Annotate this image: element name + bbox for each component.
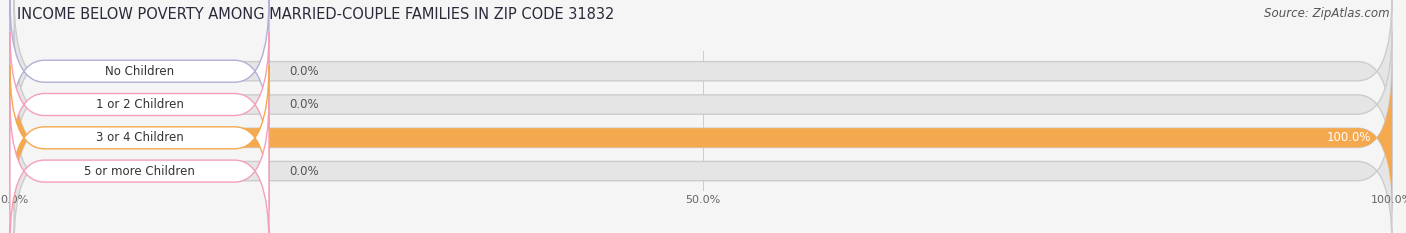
- FancyBboxPatch shape: [14, 64, 1392, 211]
- FancyBboxPatch shape: [14, 98, 1392, 233]
- FancyBboxPatch shape: [10, 0, 269, 144]
- Text: 0.0%: 0.0%: [290, 98, 319, 111]
- FancyBboxPatch shape: [10, 99, 269, 233]
- Text: Source: ZipAtlas.com: Source: ZipAtlas.com: [1264, 7, 1389, 20]
- Text: 0.0%: 0.0%: [290, 164, 319, 178]
- FancyBboxPatch shape: [10, 32, 269, 177]
- Text: 1 or 2 Children: 1 or 2 Children: [96, 98, 183, 111]
- FancyBboxPatch shape: [14, 64, 1392, 211]
- Text: INCOME BELOW POVERTY AMONG MARRIED-COUPLE FAMILIES IN ZIP CODE 31832: INCOME BELOW POVERTY AMONG MARRIED-COUPL…: [17, 7, 614, 22]
- Text: 0.0%: 0.0%: [290, 65, 319, 78]
- FancyBboxPatch shape: [14, 0, 1392, 145]
- Text: 3 or 4 Children: 3 or 4 Children: [96, 131, 183, 144]
- Text: No Children: No Children: [105, 65, 174, 78]
- FancyBboxPatch shape: [10, 65, 269, 210]
- Text: 100.0%: 100.0%: [1327, 131, 1371, 144]
- Text: 5 or more Children: 5 or more Children: [84, 164, 195, 178]
- FancyBboxPatch shape: [14, 31, 1392, 178]
